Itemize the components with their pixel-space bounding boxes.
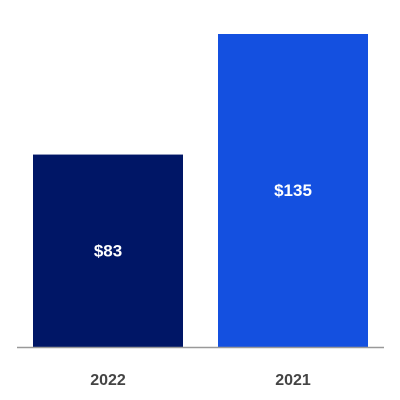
bar-2021	[218, 34, 368, 347]
data-label-2022: $83	[94, 241, 122, 260]
labels-layer: $83 2022 $135 2021	[90, 181, 312, 389]
bar-2022	[33, 154, 183, 347]
x-tick-label-2022: 2022	[90, 372, 126, 389]
data-label-2021: $135	[274, 181, 312, 200]
bars-layer	[33, 34, 368, 347]
x-tick-label-2021: 2021	[275, 372, 311, 389]
